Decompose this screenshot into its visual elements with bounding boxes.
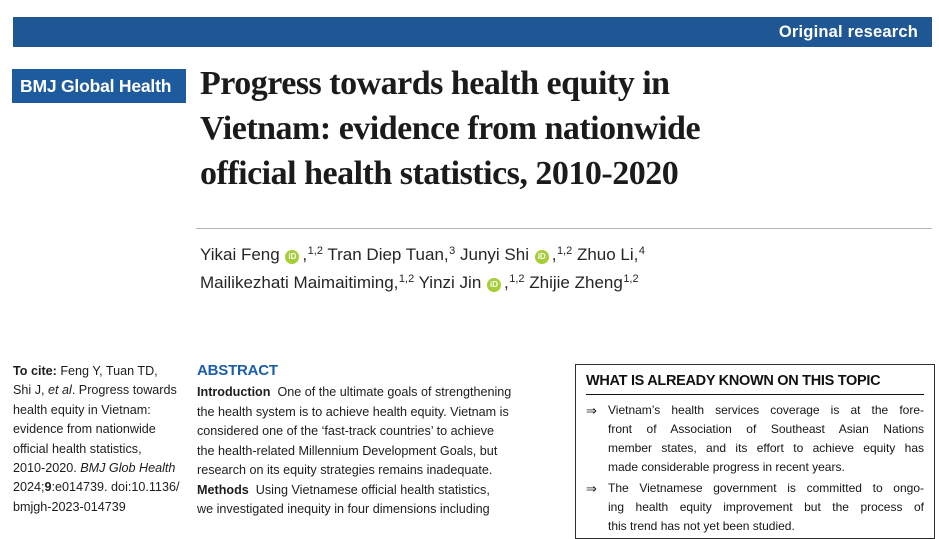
text-segment: et al [48,383,72,398]
text-segment: . Progress towards [71,383,177,398]
text-segment: research on its equity strategies remain… [197,463,493,477]
arrow-right-icon: ⇒ [586,403,597,418]
text-segment: Tran Diep Tuan, [322,245,449,264]
text-segment: the health system is to achieve health e… [197,404,509,419]
abstract-body: Introduction One of the ultimate goals o… [197,383,577,520]
text-line: Progress towards health equity in [200,65,670,102]
text-segment: Using Vietnamese official health statist… [248,482,490,497]
text-line: Vietnam’s health services coverage is at… [608,403,924,417]
known-bullet-text: The Vietnamese government is committed t… [608,479,924,536]
text-segment: 1,2 [556,245,573,257]
text-segment: considered one of the ‘fast-track countr… [197,424,495,438]
known-bullet-item: ⇒ Vietnam’s health services coverage is … [586,401,924,477]
text-segment: , [302,245,308,264]
journal-logo-label: BMJ Global Health [20,76,172,96]
text-segment: 1,2 [307,245,323,257]
orcid-icon[interactable]: iD [487,278,501,292]
authors-divider-rule [196,228,932,229]
text-segment: :e014739. doi:10.1136/ [51,480,180,495]
text-segment: 2010-2020. [13,461,81,476]
abstract-section: ABSTRACT Introduction One of the ultimat… [197,361,577,520]
abstract-heading: ABSTRACT [197,362,278,379]
authors-line: Yikai Feng iD ,1,2 Tran Diep Tuan,3 Junyi… [200,242,930,298]
text-line: made considerable progress in recent yea… [608,460,845,474]
text-segment: official health statistics, [13,441,142,456]
text-line: The Vietnamese government is committed t… [608,481,924,495]
text-line: this trend has not yet been studied. [608,519,795,533]
text-line: ing health equity improvement but the pr… [608,500,924,514]
text-line: Vietnam: evidence from nationwide [200,110,701,147]
text-segment: Methods [197,482,249,497]
text-segment: BMJ Glob Health [80,461,176,476]
text-segment: 3 [449,245,456,257]
text-line: front of Association of Southeast Asian … [608,422,924,436]
text-segment: evidence from nationwide [13,422,156,437]
arrow-right-icon: ⇒ [586,481,597,496]
text-line: member states, and its effort to achieve… [608,441,924,455]
original-research-banner: Original research [13,17,932,47]
text-segment: bmjgh-2023-014739 [13,499,126,514]
article-title: Progress towards health equity in Vietnam… [200,61,701,196]
text-segment: Zhuo Li, [572,245,639,264]
text-segment: 1,2 [398,273,415,285]
text-segment: 2024; [13,480,45,495]
text-segment: we investigated inequity in four dimensi… [197,502,490,516]
text-segment: One of the ultimate goals of strengtheni… [270,385,512,399]
journal-logo: BMJ Global Health [12,69,186,103]
citation-block: To cite: Feng Y, Tuan TD, Shi J, et al. P… [13,362,213,517]
text-segment: 4 [638,245,646,257]
what-is-known-heading: WHAT IS ALREADY KNOWN ON THIS TOPIC [586,371,924,395]
text-segment: , [551,245,557,264]
orcid-icon[interactable]: iD [534,250,549,264]
known-bullet-text: Vietnam’s health services coverage is at… [608,401,924,477]
known-bullet-item: ⇒ The Vietnamese government is committed… [586,479,924,536]
paper-page: { "colors": { "banner_blue": "#1f5795", … [12,17,935,539]
text-segment: 9 [44,480,52,495]
text-segment: health equity in Vietnam: [13,402,151,417]
text-segment: Introduction [197,385,271,399]
text-segment: Junyi Shi [455,245,534,264]
text-segment: , [504,273,509,292]
text-segment: Feng Y, Tuan TD, [56,364,158,378]
text-segment: the health-related Millennium Developmen… [197,443,498,458]
what-is-known-box: WHAT IS ALREADY KNOWN ON THIS TOPIC ⇒ Vi… [575,364,935,539]
text-line: official health statistics, 2010-2020 [200,155,679,192]
text-segment: 1,2 [623,273,639,285]
text-segment: To cite: [13,364,57,378]
orcid-icon[interactable]: iD [285,250,300,264]
text-segment: Mailikezhati Maimaitiming, [200,273,399,292]
text-segment: Zhijie Zheng [524,273,623,292]
original-research-label: Original research [778,23,918,41]
text-segment: Yikai Feng [200,245,285,264]
text-segment: 1,2 [509,273,525,285]
text-segment: Yinzi Jin [414,273,486,292]
text-segment: Shi J, [13,383,48,398]
